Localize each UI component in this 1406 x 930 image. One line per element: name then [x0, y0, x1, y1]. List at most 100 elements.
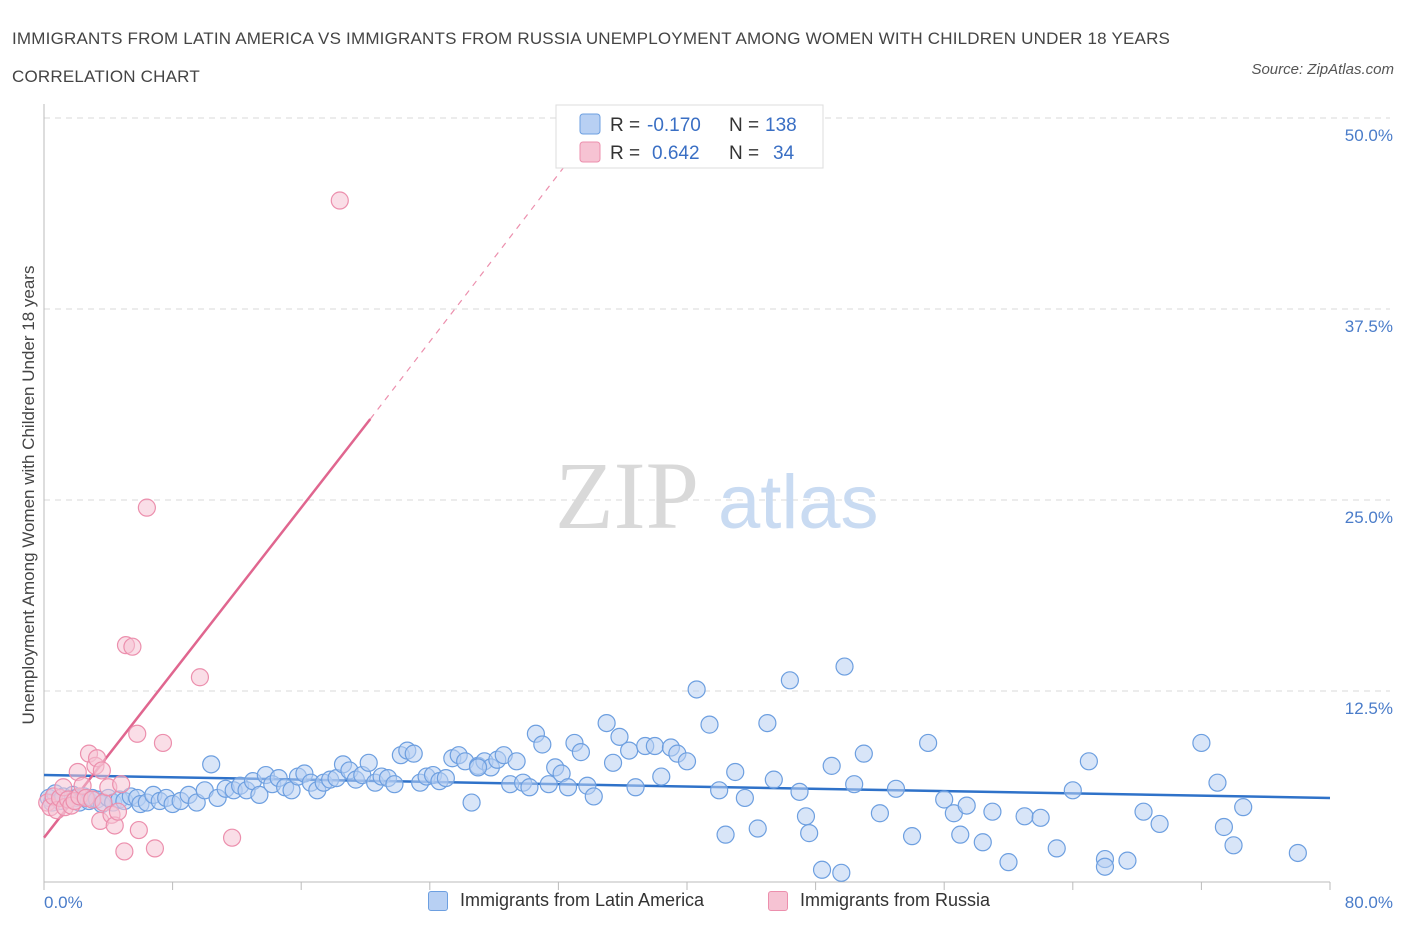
point-latin-america — [1015, 807, 1034, 826]
point-latin-america — [1079, 752, 1098, 771]
y-tick-label: 37.5% — [1345, 317, 1393, 336]
point-latin-america — [999, 853, 1018, 872]
point-latin-america — [1063, 781, 1082, 800]
point-latin-america — [202, 755, 221, 774]
bottom-legend-swatch-pink — [768, 890, 788, 911]
bottom-legend-label-russia: Immigrants from Russia — [800, 890, 991, 910]
point-latin-america — [462, 793, 481, 812]
point-latin-america — [951, 825, 970, 844]
point-latin-america — [780, 671, 799, 690]
point-latin-america — [687, 680, 706, 699]
point-latin-america — [385, 775, 404, 794]
y-tick-label: 12.5% — [1345, 699, 1393, 718]
bottom-legend-swatch-blue — [428, 890, 448, 911]
point-russia — [123, 637, 142, 656]
point-latin-america — [764, 770, 783, 789]
series-russia-points — [38, 191, 349, 861]
point-russia — [92, 761, 111, 780]
legend-r-label-1: R = — [610, 115, 640, 136]
point-latin-america — [507, 752, 526, 771]
point-latin-america — [735, 788, 754, 808]
point-latin-america — [571, 743, 591, 762]
point-russia — [330, 191, 349, 210]
point-russia — [115, 842, 134, 861]
point-latin-america — [832, 863, 851, 882]
point-latin-america — [870, 804, 890, 823]
trend-line-russia-extension — [369, 163, 567, 420]
point-latin-america — [539, 775, 558, 794]
legend-r-label-2: R = — [610, 143, 640, 164]
bottom-legend-latin-america: Immigrants from Latin America — [428, 890, 704, 911]
point-latin-america — [886, 779, 906, 798]
legend-box — [555, 104, 824, 169]
point-russia — [145, 839, 165, 858]
point-latin-america — [748, 819, 767, 838]
point-latin-america — [726, 762, 745, 782]
axes — [43, 104, 1331, 890]
point-latin-america — [812, 860, 832, 879]
point-latin-america — [957, 796, 976, 815]
point-russia — [128, 724, 147, 743]
point-latin-america — [1192, 733, 1211, 753]
chart-title: IMMIGRANTS FROM LATIN AMERICA VS IMMIGRA… — [12, 29, 1171, 86]
source-credit: Source: ZipAtlas.com — [1251, 61, 1394, 78]
point-latin-america — [558, 778, 578, 797]
point-latin-america — [854, 744, 873, 763]
point-latin-america — [796, 807, 816, 826]
point-latin-america — [436, 768, 455, 788]
point-latin-america — [1118, 851, 1137, 870]
bottom-legend-label-latin-america: Immigrants from Latin America — [460, 890, 705, 910]
point-russia — [112, 775, 131, 794]
point-russia — [137, 498, 156, 517]
watermark-atlas: atlas — [718, 460, 879, 545]
point-russia — [190, 668, 210, 687]
y-tick-labels: 12.5% 25.0% 37.5% 50.0% — [1345, 126, 1393, 718]
point-latin-america — [902, 827, 922, 846]
point-latin-america — [520, 778, 539, 797]
correlation-legend: R = -0.170 N = 138 R = 0.642 N = 34 — [555, 104, 824, 169]
point-latin-america — [1150, 814, 1169, 834]
legend-n-value-2: 34 — [773, 143, 795, 164]
legend-r-value-1: -0.170 — [647, 115, 701, 136]
point-latin-america — [1134, 802, 1153, 821]
point-latin-america — [597, 713, 616, 733]
y-axis-label: Unemployment Among Women with Children U… — [19, 266, 38, 725]
point-russia — [108, 802, 128, 821]
legend-n-label-1: N = — [729, 115, 759, 136]
point-latin-america — [533, 735, 552, 754]
point-russia — [129, 820, 148, 840]
point-latin-america — [1095, 857, 1115, 876]
legend-swatch-pink — [579, 141, 601, 163]
point-latin-america — [250, 785, 269, 805]
series-latin-america-points — [39, 657, 1307, 882]
point-latin-america — [603, 753, 623, 772]
legend-swatch-blue — [579, 113, 601, 135]
point-latin-america — [584, 787, 603, 806]
point-latin-america — [1047, 839, 1066, 858]
point-latin-america — [710, 781, 729, 800]
bottom-legend-russia: Immigrants from Russia — [768, 890, 990, 911]
point-latin-america — [800, 824, 819, 843]
point-latin-america — [983, 802, 1002, 821]
point-russia — [153, 733, 173, 753]
point-latin-america — [716, 825, 735, 844]
point-latin-america — [620, 741, 639, 760]
point-latin-america — [1031, 808, 1050, 827]
legend-r-value-2: 0.642 — [652, 143, 700, 164]
point-latin-america — [822, 756, 841, 775]
point-latin-america — [468, 758, 488, 777]
point-latin-america — [645, 736, 664, 756]
point-latin-america — [935, 790, 954, 809]
y-tick-label: 25.0% — [1345, 508, 1393, 527]
point-latin-america — [359, 753, 378, 772]
point-latin-america — [652, 767, 671, 786]
watermark-zip: ZIP — [555, 442, 699, 549]
point-latin-america — [758, 713, 777, 733]
point-latin-america — [1224, 836, 1243, 855]
y-tick-label: 50.0% — [1345, 126, 1393, 145]
x-tick-min: 0.0% — [44, 893, 83, 912]
point-latin-america — [1208, 773, 1227, 792]
x-tick-max: 80.0% — [1345, 893, 1393, 912]
point-latin-america — [610, 727, 629, 746]
